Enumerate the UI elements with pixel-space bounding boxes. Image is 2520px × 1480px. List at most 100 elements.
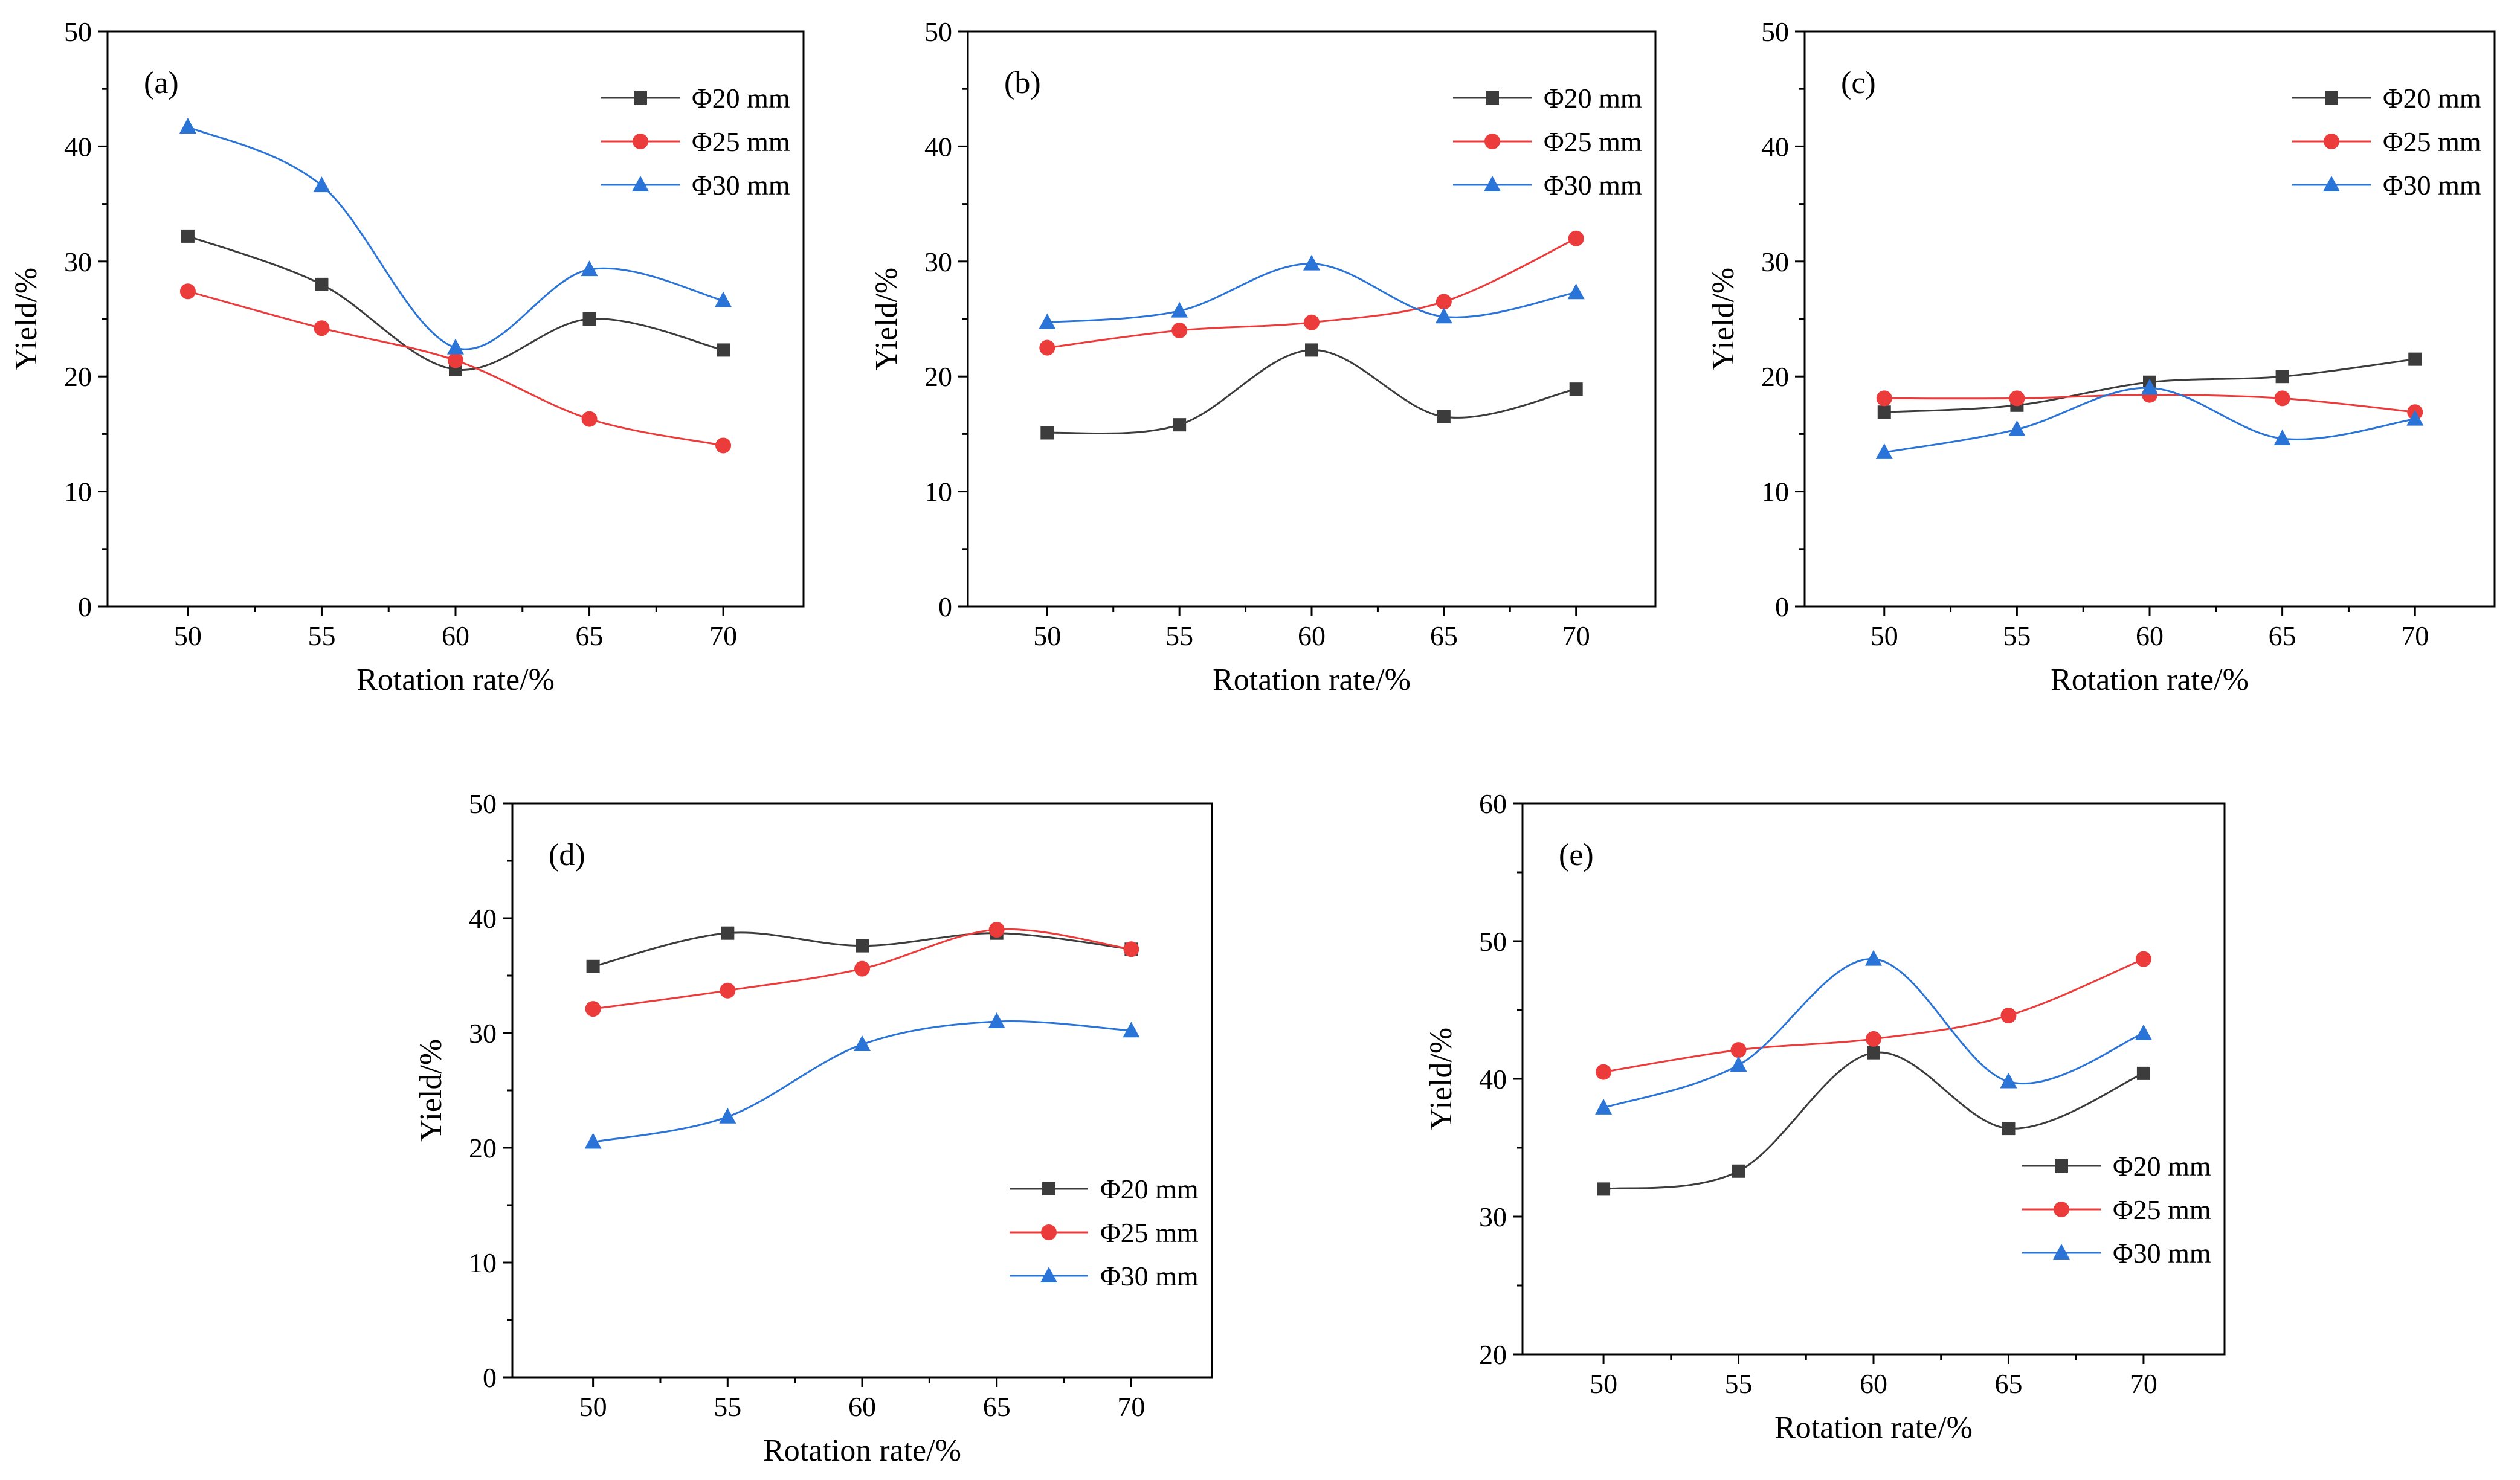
y-tick-label: 20 bbox=[64, 361, 92, 392]
legend-marker-phi30 bbox=[1484, 176, 1501, 191]
data-point-phi25 bbox=[314, 320, 330, 336]
series-phi25 bbox=[1039, 230, 1584, 356]
data-point-phi20 bbox=[1305, 343, 1318, 357]
x-tick-label: 70 bbox=[2401, 620, 2429, 651]
y-tick-label: 30 bbox=[1761, 246, 1789, 277]
legend-label-phi20: Φ20 mm bbox=[1100, 1174, 1199, 1205]
data-point-phi30 bbox=[715, 291, 732, 307]
series-line-phi30 bbox=[187, 126, 724, 350]
legend-label-phi25: Φ25 mm bbox=[692, 126, 790, 157]
x-axis-title: Rotation rate/% bbox=[2051, 663, 2249, 697]
data-point-phi25 bbox=[179, 283, 196, 300]
data-point-phi30 bbox=[581, 260, 598, 277]
legend-marker-phi20 bbox=[2055, 1159, 2068, 1173]
y-tick-label: 50 bbox=[64, 16, 92, 47]
legend-label-phi30: Φ30 mm bbox=[1544, 170, 1642, 201]
x-tick-label: 55 bbox=[1725, 1368, 1753, 1399]
y-tick-label: 50 bbox=[1761, 16, 1789, 47]
legend-marker-phi25 bbox=[1041, 1224, 1057, 1240]
x-tick-label: 50 bbox=[1871, 620, 1898, 651]
data-point-phi30 bbox=[584, 1133, 602, 1149]
chart-panel-a: 0 10 20 30 40 50 50 55 60 65 70 Rotation rate/% Yiel… bbox=[9, 16, 805, 697]
data-point-phi25 bbox=[581, 411, 598, 427]
y-tick-label: 0 bbox=[1775, 591, 1789, 622]
data-point-phi30 bbox=[2141, 379, 2158, 395]
legend-marker-phi25 bbox=[2054, 1202, 2069, 1217]
data-point-phi20 bbox=[1173, 418, 1187, 432]
series-line-phi20 bbox=[1047, 349, 1576, 435]
y-tick-label: 30 bbox=[924, 246, 952, 277]
x-tick-label: 50 bbox=[1033, 620, 1061, 651]
series-phi25 bbox=[179, 283, 732, 454]
y-tick-label: 0 bbox=[78, 591, 92, 622]
y-tick-label: 60 bbox=[1479, 788, 1507, 819]
y-tick-label: 40 bbox=[1761, 131, 1789, 162]
legend-marker-phi30 bbox=[2323, 176, 2340, 191]
y-tick-label: 40 bbox=[924, 131, 952, 162]
data-point-phi25 bbox=[1876, 390, 1892, 407]
data-point-phi30 bbox=[179, 118, 196, 134]
data-point-phi20 bbox=[721, 926, 735, 940]
y-axis-title: Yield/% bbox=[1424, 1028, 1458, 1130]
data-point-phi20 bbox=[2408, 352, 2422, 366]
x-axis-title: Rotation rate/% bbox=[1774, 1411, 1973, 1445]
panel-label: (b) bbox=[1004, 66, 1041, 100]
x-tick-label: 70 bbox=[1117, 1391, 1145, 1422]
x-tick-label: 50 bbox=[1590, 1368, 1617, 1399]
y-tick-label: 40 bbox=[1479, 1064, 1507, 1095]
plot-frame bbox=[1521, 802, 2226, 1356]
legend-marker-phi25 bbox=[633, 134, 648, 149]
legend: Φ20 mm Φ25 mm Φ30 mm bbox=[1453, 83, 1642, 201]
panel-label: (e) bbox=[1559, 838, 1594, 872]
data-point-phi20 bbox=[2136, 1066, 2150, 1080]
x-axis-title: Rotation rate/% bbox=[1213, 663, 1411, 697]
data-point-phi25 bbox=[1039, 339, 1055, 356]
series-phi25 bbox=[585, 922, 1139, 1017]
series-phi30 bbox=[584, 1012, 1140, 1149]
data-point-phi20 bbox=[2275, 370, 2289, 384]
chart-panel-b: 0 10 20 30 40 50 50 55 60 65 70 Rotation rate/% Yiel… bbox=[869, 16, 1657, 697]
y-tick-label: 20 bbox=[469, 1133, 497, 1163]
data-point-phi20 bbox=[1040, 426, 1054, 440]
y-tick-label: 40 bbox=[469, 903, 497, 934]
y-tick-label: 0 bbox=[483, 1362, 497, 1393]
data-point-phi25 bbox=[715, 437, 732, 454]
data-point-phi30 bbox=[2135, 1024, 2152, 1040]
y-tick-label: 50 bbox=[469, 788, 497, 819]
data-point-phi20 bbox=[1877, 405, 1891, 419]
data-point-phi30 bbox=[447, 338, 464, 355]
data-point-phi20 bbox=[856, 939, 869, 953]
data-point-phi20 bbox=[2002, 1122, 2016, 1136]
data-point-phi30 bbox=[1865, 950, 1882, 966]
legend: Φ20 mm Φ25 mm Φ30 mm bbox=[601, 83, 790, 201]
data-point-phi30 bbox=[988, 1012, 1005, 1028]
panel-label: (c) bbox=[1841, 66, 1876, 100]
y-tick-label: 30 bbox=[64, 246, 92, 277]
legend-label-phi30: Φ30 mm bbox=[692, 170, 790, 201]
data-point-phi30 bbox=[1123, 1022, 1140, 1038]
y-axis-title: Yield/% bbox=[9, 268, 44, 370]
x-tick-label: 60 bbox=[1860, 1368, 1887, 1399]
data-point-phi25 bbox=[1568, 230, 1584, 246]
panel-label: (d) bbox=[549, 838, 585, 872]
x-tick-label: 65 bbox=[576, 620, 604, 651]
series-phi30 bbox=[179, 118, 732, 355]
chart-panel-d: 0 10 20 30 40 50 50 55 60 65 70 Rotation rate/% Yiel… bbox=[414, 788, 1213, 1468]
data-point-phi30 bbox=[1730, 1056, 1747, 1072]
data-point-phi30 bbox=[2000, 1072, 2017, 1089]
data-point-phi30 bbox=[1171, 301, 1188, 318]
legend-label-phi30: Φ30 mm bbox=[2383, 170, 2481, 201]
legend: Φ20 mm Φ25 mm Φ30 mm bbox=[1010, 1174, 1199, 1292]
data-point-phi20 bbox=[1732, 1164, 1745, 1178]
panel-label: (a) bbox=[144, 66, 179, 100]
chart-panel-e: 20 30 40 50 60 50 55 60 65 70 Rotation rate/% Yield… bbox=[1424, 788, 2226, 1445]
legend-marker-phi25 bbox=[1484, 134, 1500, 149]
data-point-phi25 bbox=[2135, 951, 2151, 967]
x-tick-label: 60 bbox=[2136, 620, 2164, 651]
y-tick-label: 30 bbox=[469, 1018, 497, 1049]
x-tick-label: 50 bbox=[174, 620, 202, 651]
x-tick-label: 65 bbox=[1994, 1368, 2022, 1399]
y-axis-title: Yield/% bbox=[1706, 268, 1741, 370]
data-point-phi25 bbox=[1730, 1042, 1747, 1058]
data-point-phi25 bbox=[1171, 323, 1188, 339]
